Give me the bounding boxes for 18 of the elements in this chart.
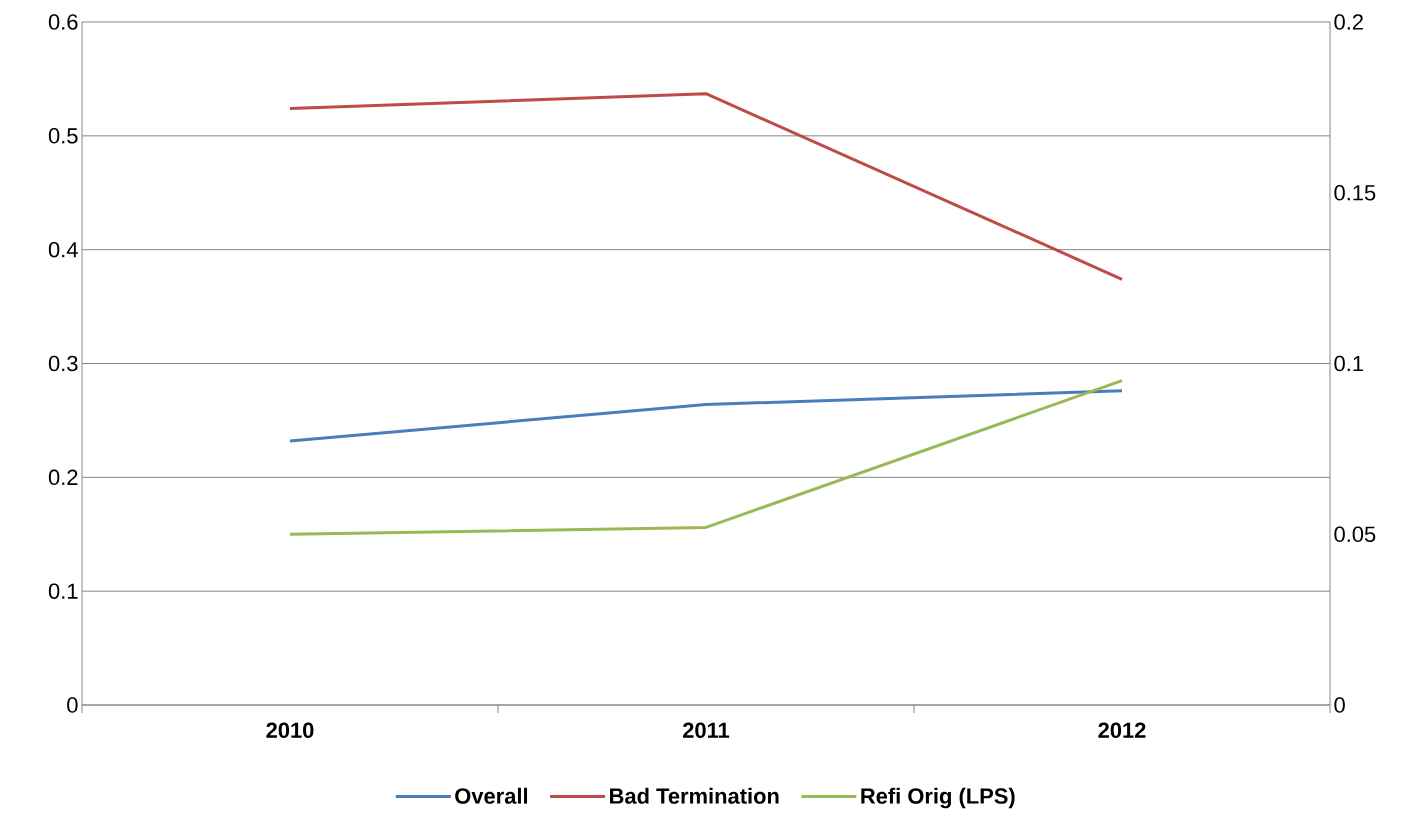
x-tick-label: 2012: [1098, 722, 1146, 739]
y-tick-label: 0.3: [48, 355, 78, 372]
y-tick-label: 0.4: [48, 241, 78, 258]
legend-label: Overall: [455, 787, 528, 804]
x-tick-label: 2011: [682, 722, 730, 739]
legend-label: Bad Termination: [610, 787, 779, 804]
y-tick-label: 0.6: [48, 14, 78, 30]
x-tick-label: 2010: [266, 722, 314, 739]
y2-tick-label: 0.1: [1334, 355, 1363, 372]
y2-tick-label: 0.05: [1334, 526, 1376, 543]
legend-label: Refi Orig (LPS): [861, 787, 1015, 809]
y-tick-label: 0.5: [48, 128, 78, 144]
y-tick-label: 0.1: [48, 583, 78, 599]
y2-tick-label: 0.15: [1334, 184, 1376, 201]
y-tick-label: 0.2: [48, 469, 78, 486]
y-tick-label: 0: [67, 697, 78, 713]
y2-tick-label: 0: [1334, 697, 1345, 713]
y2-tick-label: 0.2: [1334, 14, 1363, 30]
